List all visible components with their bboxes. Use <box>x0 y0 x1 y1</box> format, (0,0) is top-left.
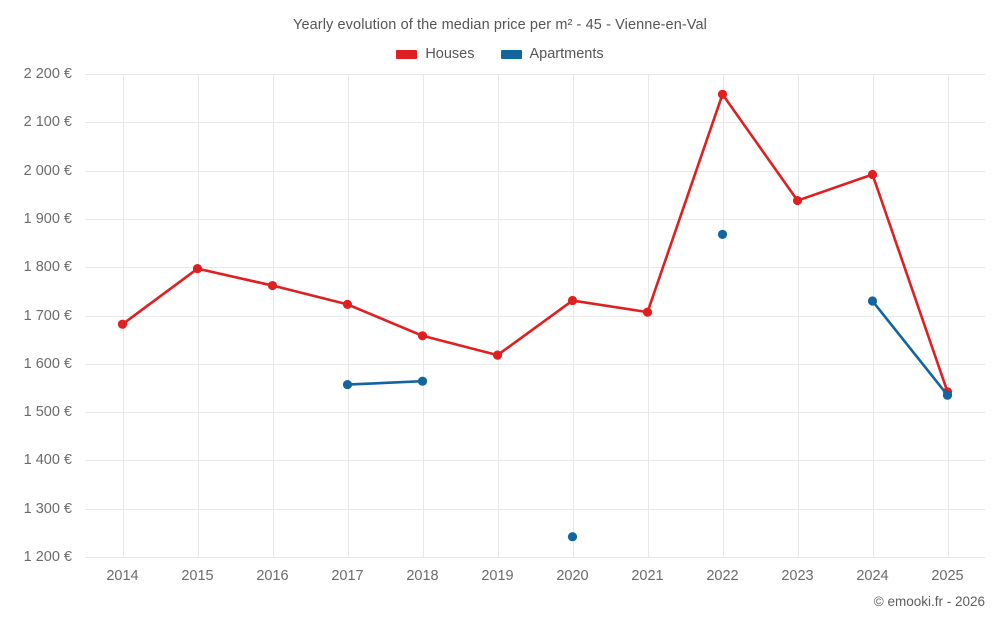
legend-item-houses[interactable]: Houses <box>396 46 475 62</box>
x-axis-tick-label: 2024 <box>856 568 889 584</box>
x-axis-tick-label: 2020 <box>556 568 589 584</box>
legend-label-apartments: Apartments <box>529 46 604 62</box>
legend-label-houses: Houses <box>425 46 475 62</box>
gridline-horizontal <box>85 460 985 462</box>
footer-credit: © emooki.fr - 2026 <box>873 594 985 609</box>
x-axis-tick-label: 2014 <box>106 568 139 584</box>
x-axis-tick-label: 2017 <box>331 568 364 584</box>
x-axis-tick-label: 2015 <box>181 568 214 584</box>
y-axis-tick-label: 2 000 € <box>23 162 72 179</box>
x-axis-tick-label: 2016 <box>256 568 289 584</box>
gridline-horizontal <box>85 74 985 75</box>
x-axis-tick-label: 2022 <box>706 568 739 584</box>
y-axis-tick-label: 1 600 € <box>23 355 72 372</box>
legend-swatch-houses <box>396 49 418 59</box>
y-axis-tick-label: 1 200 € <box>23 549 72 565</box>
chart-title: Yearly evolution of the median price per… <box>293 17 707 33</box>
gridline-horizontal <box>85 508 985 510</box>
y-axis-tick-label: 1 300 € <box>23 500 72 517</box>
x-axis-tick-label: 2019 <box>481 568 514 584</box>
x-axis-tick-label: 2025 <box>931 568 964 584</box>
y-axis-tick-label: 2 200 € <box>23 66 72 82</box>
legend-swatch-apartments <box>500 49 522 59</box>
y-axis-tick-label: 2 100 € <box>23 114 72 131</box>
y-axis-tick-label: 1 700 € <box>23 307 72 324</box>
x-axis-tick-label: 2021 <box>631 568 664 584</box>
x-axis-tick-label: 2018 <box>406 568 439 584</box>
y-axis-tick-label: 1 900 € <box>23 210 72 227</box>
y-axis-tick-label: 1 400 € <box>23 452 72 469</box>
chart-legend: Houses Apartments <box>0 46 1000 62</box>
gridline-horizontal <box>85 557 985 558</box>
x-axis-tick-label: 2023 <box>781 568 814 584</box>
legend-item-apartments[interactable]: Apartments <box>500 46 604 62</box>
gridline-horizontal <box>85 412 985 414</box>
y-axis-tick-label: 1 500 € <box>23 404 72 421</box>
y-axis-tick-label: 1 800 € <box>23 259 72 276</box>
